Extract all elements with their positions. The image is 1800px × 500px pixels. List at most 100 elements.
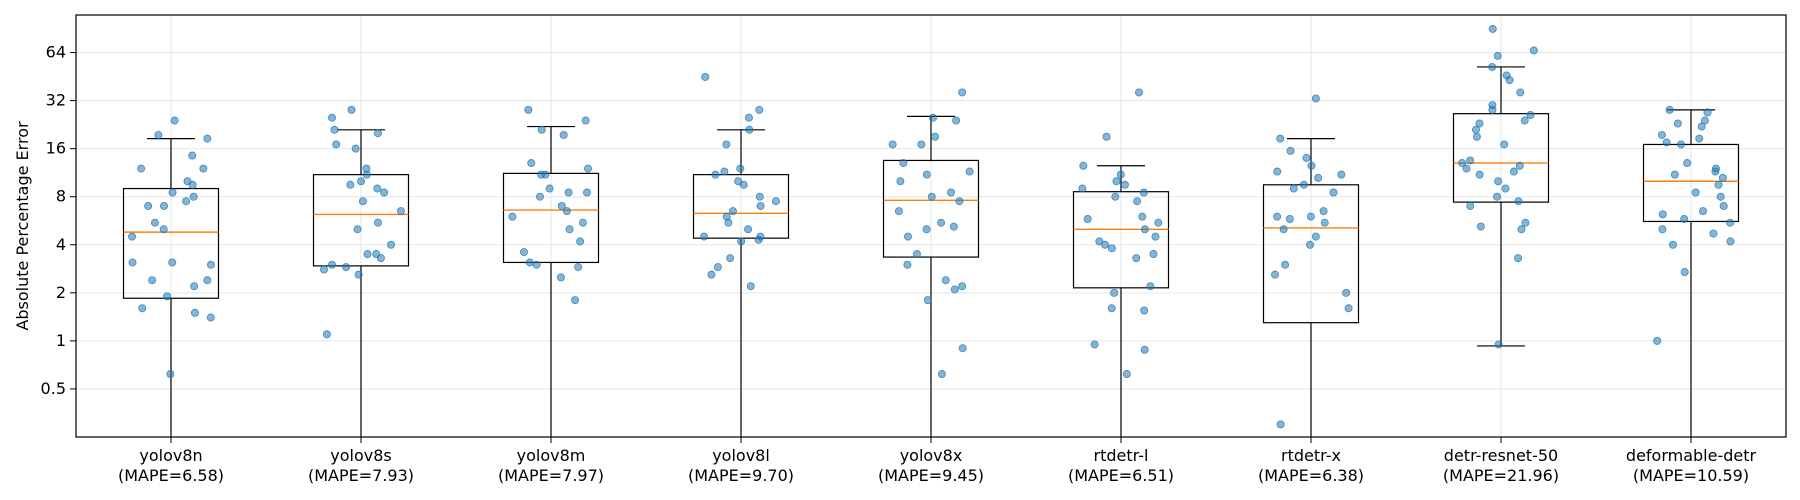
- data-point: [903, 260, 912, 269]
- data-point: [937, 218, 946, 227]
- y-axis-label: Absolute Percentage Error: [13, 121, 32, 331]
- data-point: [380, 188, 389, 197]
- data-point: [724, 218, 733, 227]
- x-tick-label: yolov8x: [900, 446, 963, 465]
- x-tick-mape-label: (MAPE=10.59): [1633, 466, 1749, 485]
- data-point: [965, 167, 974, 176]
- data-point: [1111, 192, 1120, 201]
- data-point: [1134, 88, 1143, 97]
- x-tick-label: rtdetr-x: [1281, 446, 1341, 465]
- data-point: [1521, 218, 1530, 227]
- data-point: [508, 212, 517, 221]
- data-point: [189, 192, 198, 201]
- data-point: [1466, 156, 1475, 165]
- y-tick-label: 2: [56, 283, 66, 302]
- data-point: [1319, 207, 1328, 216]
- data-point: [1320, 218, 1329, 227]
- data-point: [1500, 140, 1509, 149]
- data-point: [894, 207, 903, 216]
- data-point: [537, 125, 546, 134]
- data-point: [1476, 222, 1485, 231]
- y-tick-label: 4: [56, 235, 66, 254]
- x-tick-label: deformable-detr: [1626, 446, 1757, 465]
- box-rtdetr-x: [1262, 137, 1360, 437]
- data-point: [581, 116, 590, 125]
- data-point: [711, 170, 720, 179]
- data-point: [1711, 167, 1720, 176]
- data-point: [154, 130, 163, 139]
- y-tick-label: 8: [56, 187, 66, 206]
- y-tick-label: 32: [46, 91, 66, 110]
- x-tick-label: yolov8m: [517, 446, 586, 465]
- data-point: [1676, 140, 1685, 149]
- data-point: [1276, 134, 1285, 143]
- data-point: [1653, 336, 1662, 345]
- x-tick-label: detr-resnet-50: [1444, 446, 1558, 465]
- data-point: [1095, 237, 1104, 246]
- data-point: [1516, 88, 1525, 97]
- data-point: [1133, 197, 1142, 206]
- iqr-box: [1072, 191, 1170, 289]
- data-point: [330, 125, 339, 134]
- data-point: [1110, 288, 1119, 297]
- data-point: [347, 105, 356, 114]
- data-point: [922, 225, 931, 234]
- data-point: [952, 116, 961, 125]
- data-point: [1509, 167, 1518, 176]
- iqr-box: [122, 187, 220, 299]
- data-point: [557, 201, 566, 210]
- data-point: [1307, 161, 1316, 170]
- data-point: [562, 207, 571, 216]
- data-point: [734, 177, 743, 186]
- data-point: [576, 237, 585, 246]
- data-point: [1673, 119, 1682, 128]
- data-point: [362, 170, 371, 179]
- data-point: [1140, 345, 1149, 354]
- data-point: [1305, 240, 1314, 249]
- data-point: [958, 344, 967, 353]
- data-point: [958, 282, 967, 291]
- data-point: [376, 254, 385, 263]
- data-point: [1670, 170, 1679, 179]
- data-point: [1101, 240, 1110, 249]
- data-point: [1716, 192, 1725, 201]
- data-point: [1501, 184, 1510, 193]
- data-point: [1662, 138, 1671, 147]
- data-point: [941, 276, 950, 285]
- data-point: [1107, 304, 1116, 313]
- data-point: [1698, 207, 1707, 216]
- data-point: [565, 225, 574, 234]
- data-point: [1273, 167, 1282, 176]
- x-tick-label: yolov8n: [139, 446, 202, 465]
- y-tick-label: 1: [56, 331, 66, 350]
- data-point: [1719, 201, 1728, 210]
- data-point: [771, 197, 780, 206]
- data-point: [351, 144, 360, 153]
- data-point: [170, 116, 179, 125]
- data-point: [188, 180, 197, 189]
- data-point: [1658, 225, 1667, 234]
- x-tick-mape-label: (MAPE=9.45): [878, 466, 984, 485]
- data-point: [387, 240, 396, 249]
- data-point: [744, 225, 753, 234]
- data-point: [342, 263, 351, 272]
- y-tick-label: 16: [46, 139, 66, 158]
- data-point: [328, 113, 337, 122]
- data-point: [700, 232, 709, 241]
- data-point: [396, 207, 405, 216]
- data-point: [927, 192, 936, 201]
- data-point: [363, 250, 372, 259]
- iqr-box: [1452, 113, 1550, 203]
- data-point: [537, 170, 546, 179]
- data-point: [726, 254, 735, 263]
- data-point: [373, 129, 382, 138]
- data-point: [1718, 173, 1727, 182]
- data-point: [1337, 170, 1346, 179]
- data-point: [931, 132, 940, 141]
- data-point: [559, 130, 568, 139]
- data-point: [722, 140, 731, 149]
- data-point: [163, 292, 172, 301]
- data-point: [1286, 146, 1295, 155]
- data-point: [373, 184, 382, 193]
- data-point: [532, 260, 541, 269]
